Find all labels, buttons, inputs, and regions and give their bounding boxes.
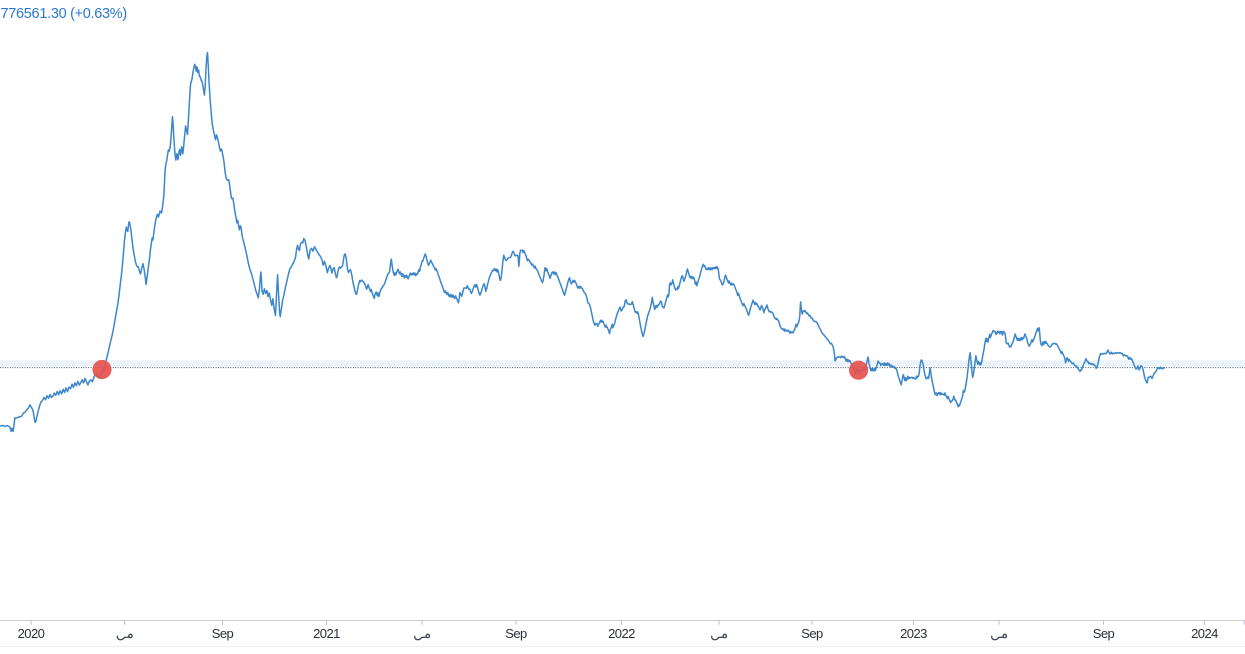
svg-text:776561.30 (+0.63%): 776561.30 (+0.63%) <box>1 6 127 22</box>
svg-text:Sep: Sep <box>801 626 823 641</box>
svg-text:2020: 2020 <box>18 626 45 641</box>
svg-text:2021: 2021 <box>313 626 340 641</box>
svg-text:2024: 2024 <box>1191 626 1218 641</box>
svg-text:2023: 2023 <box>900 626 927 641</box>
svg-text:Sep: Sep <box>505 626 527 641</box>
svg-text:Sep: Sep <box>212 626 234 641</box>
svg-text:2022: 2022 <box>608 626 635 641</box>
svg-text:Sep: Sep <box>1093 626 1115 641</box>
